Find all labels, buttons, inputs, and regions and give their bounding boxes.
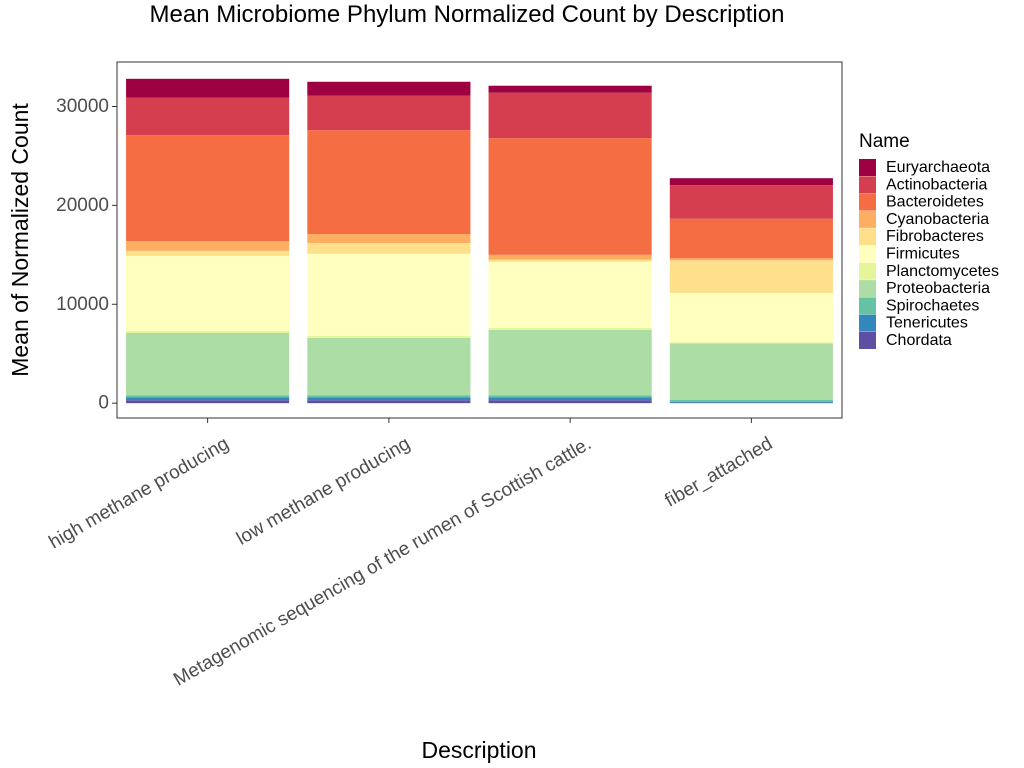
x-axis: high methane producing low methane produc… bbox=[45, 418, 776, 691]
x-tick-label: fiber_attached bbox=[661, 433, 776, 511]
legend-label: Chordata bbox=[886, 332, 952, 349]
bar-segment bbox=[488, 397, 652, 401]
legend-label: Planctomycetes bbox=[886, 263, 999, 280]
legend-title: Name bbox=[859, 131, 910, 152]
x-tick-label: Metagenomic sequencing of the rumen of S… bbox=[170, 433, 595, 690]
bar-segment bbox=[669, 185, 833, 219]
x-tick-label: low methane producing bbox=[233, 433, 414, 549]
bar-segment bbox=[307, 335, 471, 338]
legend-key bbox=[859, 210, 876, 228]
bar-segment bbox=[669, 258, 833, 261]
y-tick-label: 10000 bbox=[56, 294, 109, 315]
plot-panel-border bbox=[116, 61, 843, 419]
bar-segment bbox=[669, 178, 833, 186]
legend-label: Proteobacteria bbox=[886, 280, 990, 297]
bar-segment bbox=[669, 401, 833, 403]
bar-segment bbox=[488, 259, 652, 262]
bar-segment bbox=[307, 95, 471, 131]
bar-segment bbox=[488, 261, 652, 329]
bars-group bbox=[126, 78, 833, 404]
legend-label: Firmicutes bbox=[886, 246, 960, 263]
bar-segment bbox=[307, 337, 471, 396]
legend: Name EuryarchaeotaActinobacteriaBacteroi… bbox=[859, 131, 999, 349]
bar-segment bbox=[126, 332, 290, 396]
bar-segment bbox=[126, 240, 290, 251]
bar-segment bbox=[488, 254, 652, 260]
bar-segment bbox=[307, 130, 471, 235]
y-tick-label: 30000 bbox=[56, 96, 109, 117]
y-tick-label: 20000 bbox=[56, 195, 109, 216]
legend-key bbox=[859, 297, 876, 315]
bar-segment bbox=[307, 234, 471, 243]
bar-segment bbox=[126, 250, 290, 256]
legend-key bbox=[859, 228, 876, 246]
bar-segment bbox=[669, 292, 833, 343]
bar-segment bbox=[307, 397, 471, 401]
bar-segment bbox=[488, 400, 652, 404]
bar-segment bbox=[669, 343, 833, 400]
y-axis-title: Mean of Normalized Count bbox=[7, 103, 33, 377]
bar-segment bbox=[126, 397, 290, 401]
bar-segment bbox=[126, 97, 290, 136]
legend-key bbox=[859, 332, 876, 349]
bar-segment bbox=[126, 78, 290, 98]
legend-label: Actinobacteria bbox=[886, 176, 987, 193]
legend-key bbox=[859, 262, 876, 280]
bar-segment bbox=[126, 255, 290, 331]
bar-segment bbox=[126, 395, 290, 398]
bar-segment bbox=[669, 399, 833, 402]
legend-key bbox=[859, 159, 876, 176]
bar-segment bbox=[126, 135, 290, 241]
bar-segment bbox=[488, 329, 652, 396]
legend-label: Tenericutes bbox=[886, 315, 968, 332]
bar-segment bbox=[488, 92, 652, 139]
bar-segment bbox=[307, 242, 471, 254]
legend-key bbox=[859, 193, 876, 211]
bar-segment bbox=[488, 85, 652, 93]
legend-label: Bacteroidetes bbox=[886, 194, 984, 211]
bar-segment bbox=[669, 342, 833, 344]
x-axis-title: Description bbox=[421, 737, 536, 763]
bar-segment bbox=[307, 81, 471, 96]
legend-label: Cyanobacteria bbox=[886, 211, 989, 228]
bar-segment bbox=[488, 395, 652, 398]
y-axis: 0 10000 20000 30000 bbox=[56, 96, 117, 414]
legend-key bbox=[859, 280, 876, 298]
legend-key bbox=[859, 314, 876, 332]
bar-segment bbox=[488, 138, 652, 255]
bar-segment bbox=[307, 400, 471, 404]
bar-segment bbox=[669, 218, 833, 259]
legend-label: Euryarchaeota bbox=[886, 159, 990, 176]
y-tick-label: 0 bbox=[98, 393, 109, 414]
bar-segment bbox=[126, 400, 290, 404]
bar-segment bbox=[307, 395, 471, 398]
bar-segment bbox=[669, 260, 833, 293]
bar-segment bbox=[307, 253, 471, 336]
legend-key bbox=[859, 176, 876, 194]
x-tick-label: high methane producing bbox=[45, 433, 232, 553]
bar-segment bbox=[488, 328, 652, 330]
chart-title: Mean Microbiome Phylum Normalized Count … bbox=[150, 1, 785, 28]
bar-segment bbox=[126, 330, 290, 333]
legend-label: Spirochaetes bbox=[886, 297, 979, 314]
legend-label: Fibrobacteres bbox=[886, 228, 984, 245]
legend-key bbox=[859, 245, 876, 263]
